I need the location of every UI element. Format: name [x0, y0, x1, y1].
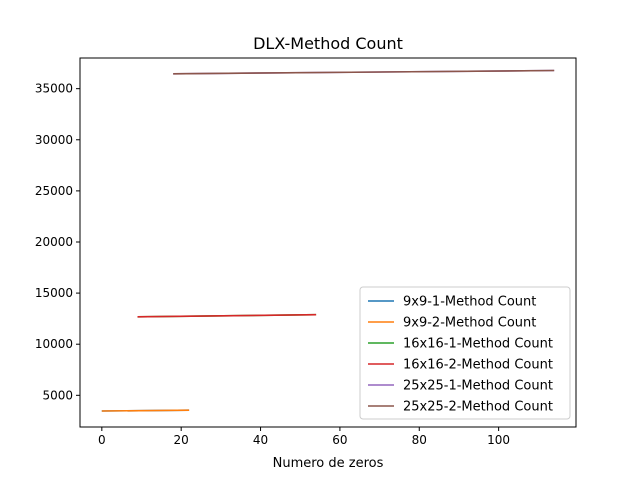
- y-tick-label-1: 10000: [35, 337, 73, 351]
- legend-label-5: 25x25-2-Method Count: [403, 400, 553, 415]
- y-axis-ticks: 5000 10000 15000 20000 25000 30000 35000: [35, 82, 80, 402]
- x-axis-ticks: 0 20 40 60 80 100: [98, 427, 510, 447]
- x-tick-label-4: 80: [412, 433, 427, 447]
- y-tick-label-5: 30000: [35, 133, 73, 147]
- y-tick-label-3: 20000: [35, 235, 73, 249]
- x-tick-label-2: 40: [253, 433, 268, 447]
- y-tick-label-0: 5000: [42, 388, 73, 402]
- legend: 9x9-1-Method Count 9x9-2-Method Count 16x1…: [359, 286, 571, 420]
- series-line-1: [101, 409, 190, 412]
- chart-title: DLX-Method Count: [253, 34, 403, 53]
- legend-label-1: 9x9-2-Method Count: [403, 316, 536, 331]
- x-tick-label-5: 100: [487, 433, 510, 447]
- x-axis-label: Numero de zeros: [273, 456, 384, 471]
- x-tick-label-1: 20: [174, 433, 189, 447]
- y-tick-label-4: 25000: [35, 184, 73, 198]
- series-line-3: [137, 313, 317, 318]
- y-tick-label-6: 35000: [35, 82, 73, 96]
- plot-lines: [101, 69, 555, 412]
- legend-label-2: 16x16-1-Method Count: [403, 337, 553, 352]
- plot-frame: [79, 57, 577, 428]
- legend-label-0: 9x9-1-Method Count: [403, 295, 536, 310]
- legend-label-3: 16x16-2-Method Count: [403, 358, 553, 373]
- legend-box: [359, 286, 571, 420]
- x-tick-label-3: 60: [332, 433, 347, 447]
- legend-label-4: 25x25-1-Method Count: [403, 379, 553, 394]
- series-line-5: [173, 69, 555, 75]
- y-tick-label-2: 15000: [35, 286, 73, 300]
- x-tick-label-0: 0: [98, 433, 106, 447]
